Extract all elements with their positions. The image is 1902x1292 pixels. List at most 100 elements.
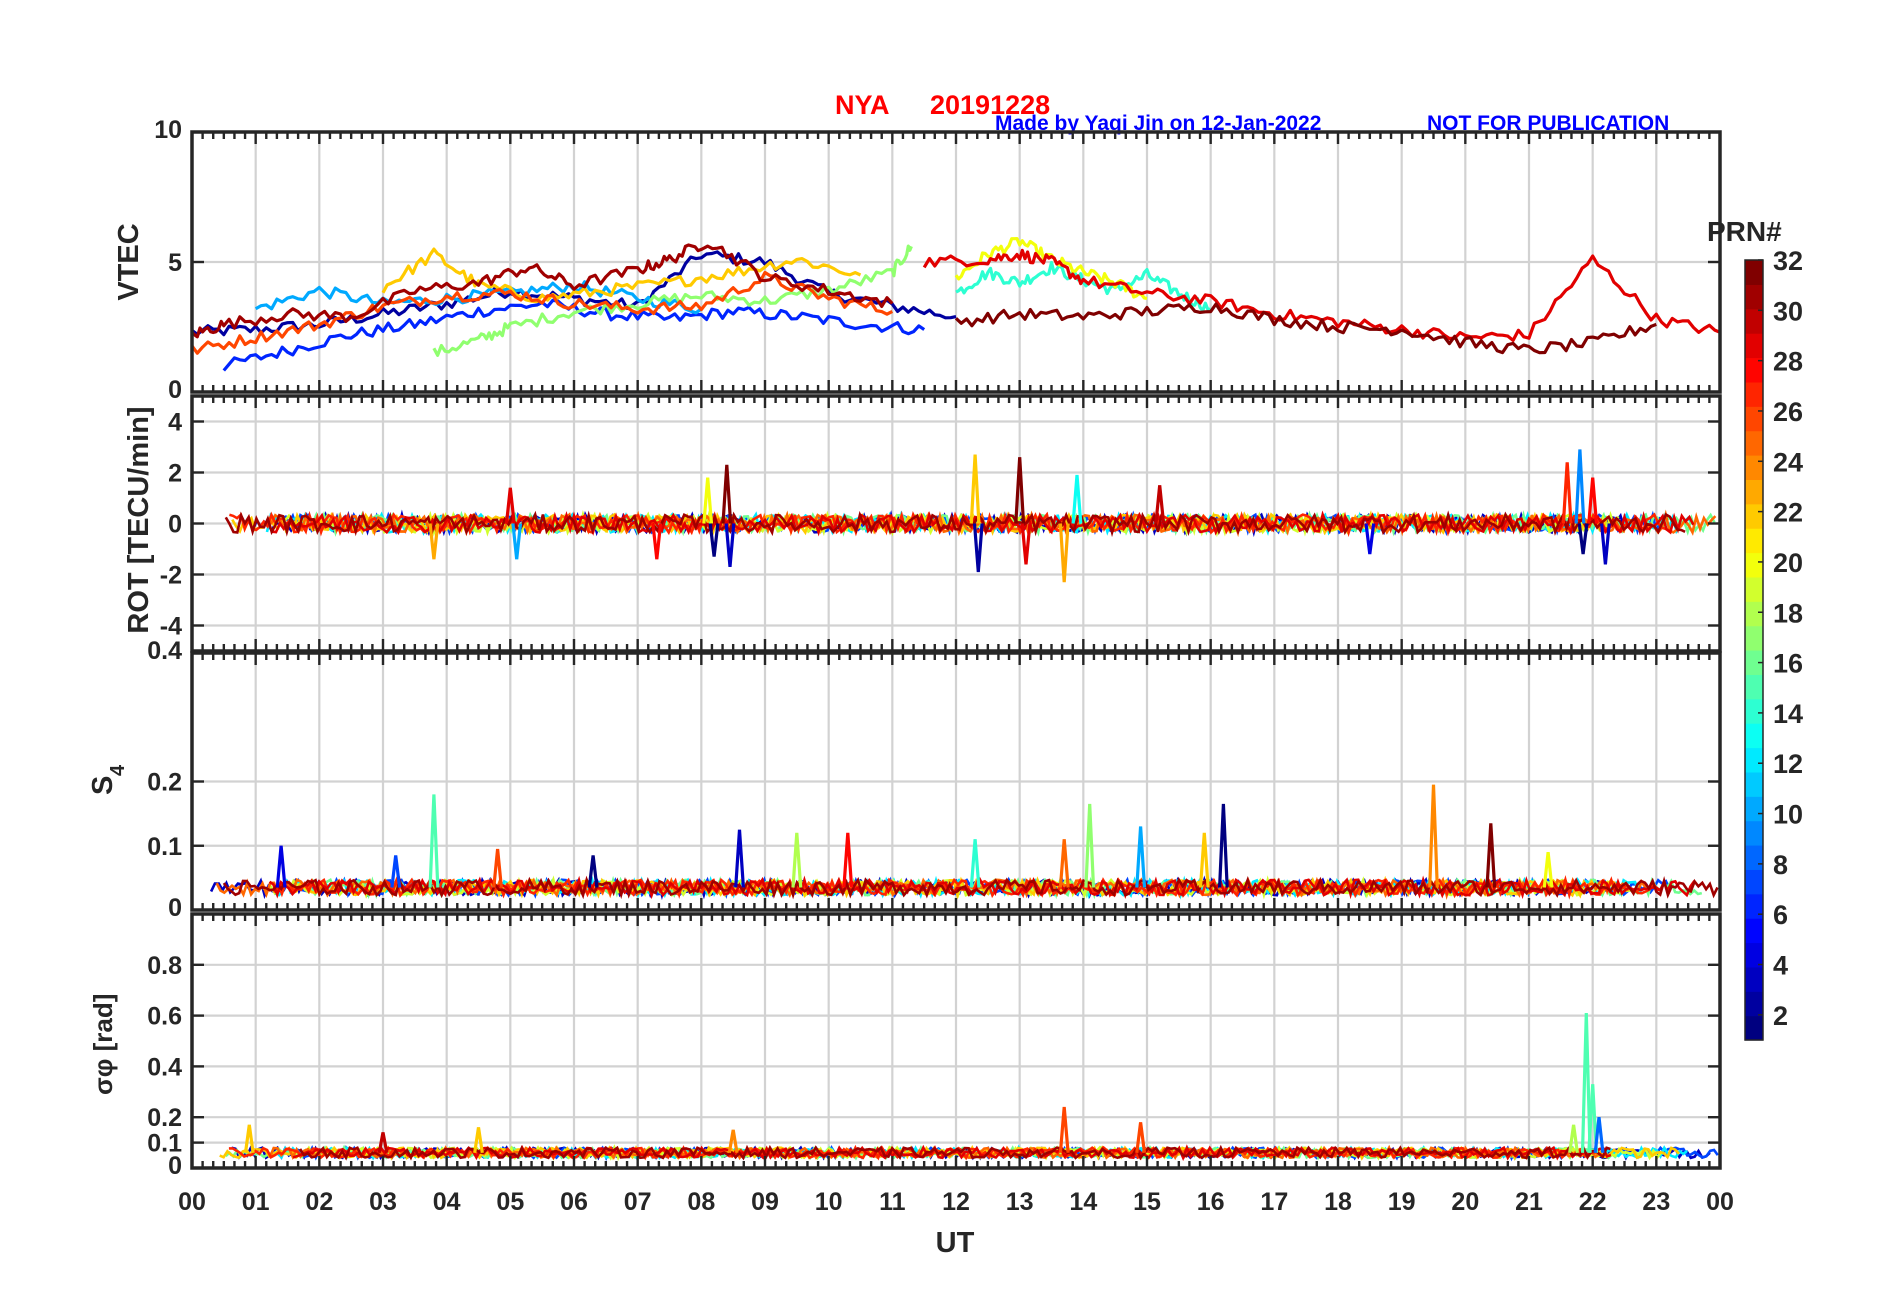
s4-spike <box>428 794 440 888</box>
rot-spike <box>1071 474 1083 524</box>
sigma_phi-spike <box>1593 1117 1605 1153</box>
sigma_phi-spike <box>1058 1106 1070 1153</box>
sigma_phi-traces <box>219 1013 1719 1162</box>
sigma_phi-spike <box>727 1129 739 1154</box>
s4-panel: 0 0.1 0.2 0.4 <box>147 637 1722 922</box>
xtick-label: 10 <box>815 1188 843 1216</box>
colorbar-tick-label: 6 <box>1773 900 1788 930</box>
xtick-label: 11 <box>879 1188 906 1216</box>
vtec-ytick-label: 10 <box>154 116 182 144</box>
sigma_phi-spike <box>243 1124 255 1154</box>
colorbar-tick-label: 16 <box>1773 649 1803 679</box>
colorbar-tick-label: 12 <box>1773 749 1803 779</box>
colorbar-swatch <box>1745 771 1763 797</box>
xtick-label: 18 <box>1324 1188 1352 1216</box>
colorbar-swatch <box>1745 991 1763 1017</box>
rot-spike <box>969 454 981 524</box>
s4-spike <box>1428 784 1439 888</box>
sigma-ylabel: σφ [rad] <box>88 994 118 1095</box>
vtec-ytick-label: 0 <box>168 376 182 404</box>
sigma_phi-spike <box>1587 1084 1599 1153</box>
s4-spike <box>1135 826 1147 888</box>
colorbar-swatch <box>1745 723 1763 749</box>
sigma_phi-spike <box>1568 1124 1579 1154</box>
colorbar-swatch <box>1745 406 1763 432</box>
colorbar-swatch <box>1745 966 1763 992</box>
colorbar-swatch <box>1745 479 1763 505</box>
rot-spike <box>1154 485 1166 524</box>
vtec-series-prn-32 <box>954 302 1657 355</box>
xtick-label: 06 <box>560 1188 588 1216</box>
sigma_phi-series-prn-29 <box>292 1144 1612 1162</box>
rot-spike <box>1014 457 1026 524</box>
colorbar-swatch <box>1745 576 1763 602</box>
colorbar-swatch <box>1745 260 1763 285</box>
rot-spike <box>972 523 984 573</box>
colorbar-swatch <box>1745 284 1763 310</box>
rot-spike <box>1364 523 1376 555</box>
colorbar-tick-label: 26 <box>1773 397 1803 427</box>
s4-spike <box>1218 803 1229 888</box>
sigma_phi-ytick-label: 0.8 <box>147 952 182 980</box>
rot-ylabel: ROT [TECU/min] <box>123 406 155 633</box>
credit-text: Made by Yaqi Jin on 12-Jan-2022 <box>995 112 1321 135</box>
sigma-panel: 00.10.2 0.4 0.6 0.8 <box>147 912 1722 1180</box>
xtick-label: 19 <box>1388 1188 1416 1216</box>
sigma_phi-series-prn-31 <box>298 1144 1611 1161</box>
colorbar-swatch <box>1745 820 1763 846</box>
xtick-label: 01 <box>242 1188 270 1216</box>
colorbar-tick-label: 14 <box>1773 699 1803 729</box>
rot-series-prn-31 <box>224 510 1686 538</box>
s4-ytick-label: 0.2 <box>147 769 182 797</box>
xtick-label: 09 <box>751 1188 779 1216</box>
s4-traces <box>209 784 1719 901</box>
s4-spike <box>1084 803 1096 888</box>
xtick-label: 15 <box>1133 1188 1161 1216</box>
colorbar-swatch <box>1745 625 1763 651</box>
xtick-label: 04 <box>433 1188 461 1216</box>
rot-spike <box>1574 449 1586 524</box>
xtick-label: 21 <box>1515 1188 1543 1216</box>
xtick-label: 12 <box>942 1188 970 1216</box>
colorbar-swatch <box>1745 674 1763 700</box>
s4-spike <box>587 855 599 888</box>
vtec-series-prn-31 <box>192 243 894 339</box>
rot-spike <box>651 523 663 560</box>
s4-ylabel-base: S <box>87 776 119 795</box>
rot-spike <box>721 464 733 524</box>
s4-spike <box>492 848 503 888</box>
xtick-label: 05 <box>496 1188 524 1216</box>
xtick-label: 14 <box>1069 1188 1097 1216</box>
colorbar-swatch <box>1745 552 1763 578</box>
s4-spike <box>842 832 854 888</box>
colorbar-swatch <box>1745 893 1763 919</box>
xtick-label: 07 <box>624 1188 652 1216</box>
colorbar-swatch <box>1745 869 1763 895</box>
xtick-label: 00 <box>1706 1188 1734 1216</box>
rot-spike <box>1577 523 1589 555</box>
rot-spike <box>724 523 736 568</box>
ut-xlabel: UT <box>936 1227 975 1259</box>
xtick-label: 08 <box>687 1188 715 1216</box>
xtick-label: 13 <box>1006 1188 1034 1216</box>
rot-spike <box>1020 523 1032 565</box>
xtick-label: 17 <box>1260 1188 1288 1216</box>
colorbar-tick-label: 24 <box>1773 447 1803 477</box>
colorbar-tick-label: 4 <box>1773 951 1788 981</box>
rot-spike <box>504 487 516 524</box>
xtick-label: 00 <box>178 1188 206 1216</box>
xtick-label: 22 <box>1579 1188 1607 1216</box>
date-title: 20191228 <box>930 90 1050 120</box>
colorbar-swatch <box>1745 650 1763 675</box>
sigma_phi-spike <box>1580 1013 1592 1153</box>
xtick-label: 20 <box>1451 1188 1479 1216</box>
rot-spike <box>428 523 440 560</box>
colorbar-tick-label: 18 <box>1773 598 1803 628</box>
s4-spike <box>390 855 402 888</box>
colorbar-swatch <box>1745 918 1763 944</box>
colorbar-swatch <box>1745 1015 1763 1041</box>
colorbar-swatch <box>1745 381 1763 407</box>
colorbar-swatch <box>1745 503 1763 529</box>
